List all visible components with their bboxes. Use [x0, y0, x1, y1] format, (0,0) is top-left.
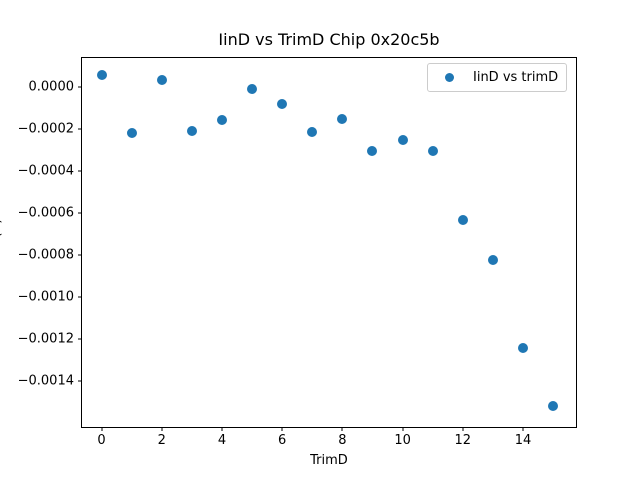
legend-box: IinD vs trimD — [427, 63, 567, 92]
x-tick-label: 6 — [278, 433, 287, 448]
x-tick-label: 4 — [217, 433, 227, 448]
y-tick-label: −0.0004 — [17, 163, 74, 179]
scatter-point — [277, 99, 288, 110]
scatter-point — [307, 127, 318, 138]
y-tick-label: −0.0012 — [17, 331, 74, 347]
legend-marker-icon — [445, 73, 454, 82]
scatter-point — [457, 215, 468, 226]
x-tick-mark — [522, 427, 524, 431]
y-axis-label-clipped: IinD (A) — [0, 218, 4, 268]
x-tick-label: 12 — [454, 433, 472, 448]
x-tick-label: 10 — [394, 433, 411, 448]
scatter-point — [186, 126, 197, 137]
x-tick-label: 2 — [157, 433, 166, 448]
chart-title: IinD vs TrimD Chip 0x20c5b — [218, 30, 440, 49]
x-tick-mark — [101, 427, 103, 431]
y-tick-mark — [78, 128, 82, 130]
x-tick-mark — [402, 427, 404, 431]
y-tick-label: −0.0014 — [17, 373, 74, 389]
x-tick-label: 0 — [97, 433, 106, 448]
x-tick-mark — [221, 427, 223, 431]
y-tick-label: −0.0008 — [17, 247, 74, 263]
x-axis-label: TrimD — [310, 453, 348, 468]
scatter-point — [548, 400, 559, 411]
x-tick-mark — [161, 427, 163, 431]
y-tick-label: −0.0010 — [17, 289, 74, 305]
y-tick-label: −0.0006 — [17, 205, 74, 221]
scatter-point — [247, 83, 258, 94]
y-tick-mark — [78, 296, 82, 298]
x-tick-label: 14 — [514, 433, 532, 448]
scatter-point — [126, 128, 137, 139]
scatter-point — [96, 69, 107, 80]
y-tick-mark — [78, 212, 82, 214]
scatter-point — [397, 134, 408, 145]
scatter-point — [487, 255, 498, 266]
y-tick-mark — [78, 380, 82, 382]
x-tick-mark — [462, 427, 464, 431]
x-tick-mark — [341, 427, 343, 431]
y-tick-mark — [78, 86, 82, 88]
scatter-point — [518, 343, 529, 354]
legend-entry-label: IinD vs trimD — [473, 70, 559, 85]
y-tick-mark — [78, 338, 82, 340]
scatter-point — [156, 75, 167, 86]
x-tick-mark — [281, 427, 283, 431]
y-tick-mark — [78, 170, 82, 172]
y-tick-label: 0.0000 — [28, 79, 75, 95]
plot-area: IinD vs trimD 0 2 4 6 8 10 12 14 0.0000 −0.0002 −0… — [18, 57, 577, 448]
y-tick-label: −0.0002 — [17, 121, 74, 137]
scatter-point — [216, 115, 227, 126]
scatter-point — [367, 146, 378, 157]
scatter-point — [337, 113, 348, 124]
x-tick-label: 8 — [338, 433, 347, 448]
scatter-point — [427, 146, 438, 157]
y-tick-mark — [78, 254, 82, 256]
